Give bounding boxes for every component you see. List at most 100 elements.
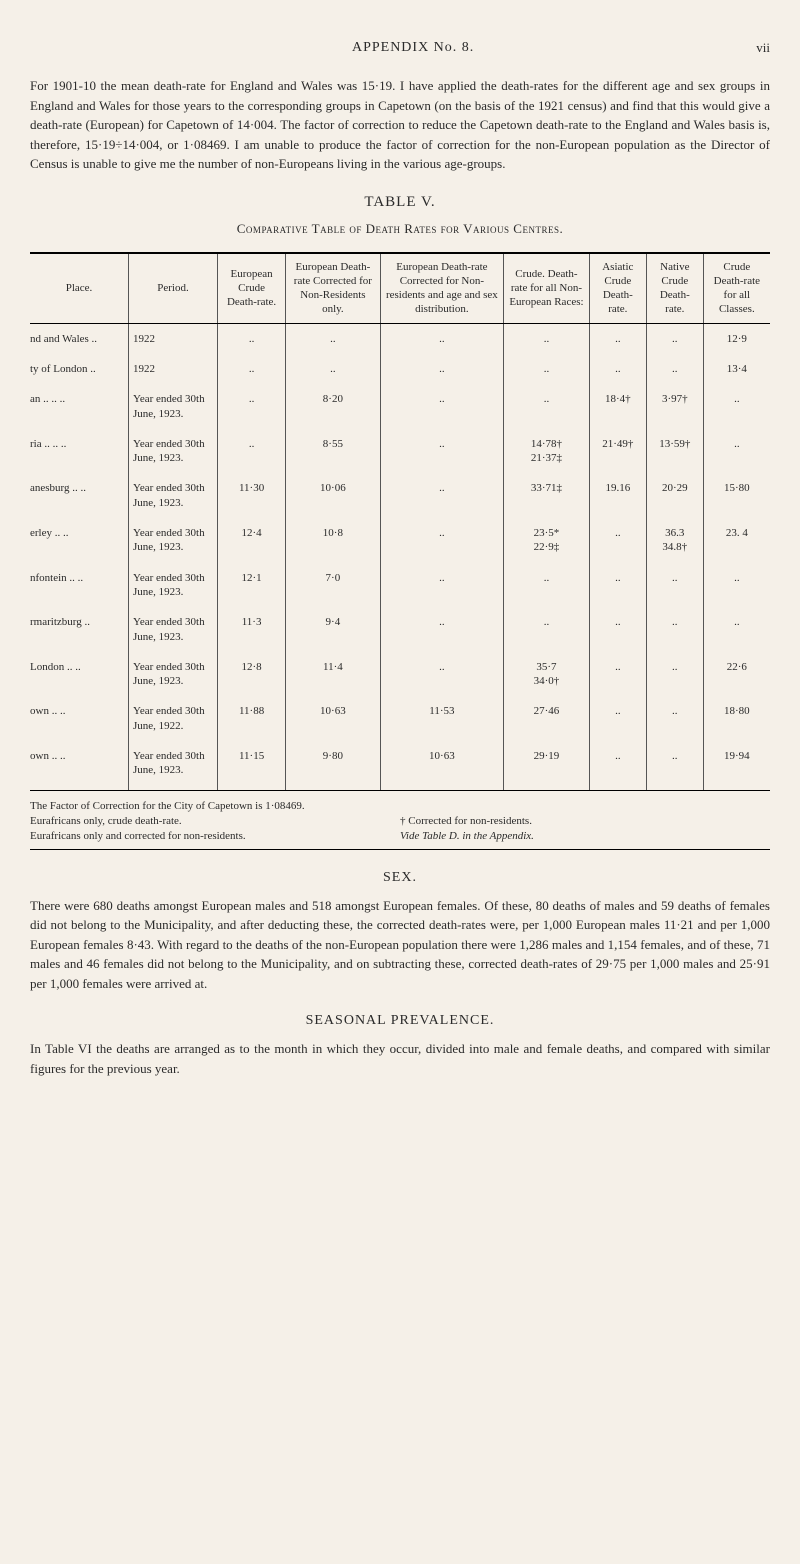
cell-c6: 29·19 <box>504 741 590 790</box>
cell-c4: 8·55 <box>286 429 380 474</box>
cell-c9: 19·94 <box>703 741 770 790</box>
cell-c3: .. <box>218 354 286 384</box>
cell-c7: .. <box>589 696 646 741</box>
cell-c9: 13·4 <box>703 354 770 384</box>
table-row: erley .. ..Year ended 30th June, 1923.12… <box>30 518 770 563</box>
cell-c4: 7·0 <box>286 563 380 608</box>
cell-place: erley .. .. <box>30 518 129 563</box>
cell-c6: .. <box>504 323 590 354</box>
table-row: rmaritzburg ..Year ended 30th June, 1923… <box>30 607 770 652</box>
cell-period: Year ended 30th June, 1923. <box>129 518 218 563</box>
cell-c5: .. <box>380 518 504 563</box>
cell-c9: 18·80 <box>703 696 770 741</box>
cell-c6: .. <box>504 354 590 384</box>
cell-c4: 9·80 <box>286 741 380 790</box>
cell-c9: .. <box>703 384 770 429</box>
cell-c8: .. <box>646 652 703 697</box>
sex-heading: SEX. <box>30 870 770 886</box>
cell-c4: 10·06 <box>286 473 380 518</box>
footnote-line2-left: Eurafricans only, crude death-rate. <box>30 814 400 829</box>
cell-c8: .. <box>646 607 703 652</box>
cell-c6: 23·5*22·9‡ <box>504 518 590 563</box>
cell-c6: 27·46 <box>504 696 590 741</box>
cell-period: Year ended 30th June, 1923. <box>129 384 218 429</box>
cell-c4: 10·63 <box>286 696 380 741</box>
cell-period: Year ended 30th June, 1923. <box>129 473 218 518</box>
cell-period: Year ended 30th June, 1923. <box>129 652 218 697</box>
appendix-title: APPENDIX No. 8. <box>70 40 756 56</box>
cell-c6: .. <box>504 563 590 608</box>
col-noneuro-crude: Crude. Death-rate for all Non-European R… <box>504 253 590 324</box>
table-row: own .. ..Year ended 30th June, 1923.11·1… <box>30 741 770 790</box>
cell-c3: 12·4 <box>218 518 286 563</box>
cell-c6: 35·734·0† <box>504 652 590 697</box>
cell-c3: .. <box>218 384 286 429</box>
cell-c8: .. <box>646 563 703 608</box>
cell-c8: .. <box>646 741 703 790</box>
cell-c8: .. <box>646 354 703 384</box>
table-footnotes: The Factor of Correction for the City of… <box>30 799 770 850</box>
cell-c9: .. <box>703 607 770 652</box>
footnote-line3-left: Eurafricans only and corrected for non-r… <box>30 829 400 844</box>
cell-c3: 11·30 <box>218 473 286 518</box>
col-native: Native Crude Death-rate. <box>646 253 703 324</box>
table-row: own .. ..Year ended 30th June, 1922.11·8… <box>30 696 770 741</box>
cell-c5: .. <box>380 354 504 384</box>
cell-period: Year ended 30th June, 1923. <box>129 563 218 608</box>
cell-c7: .. <box>589 607 646 652</box>
cell-place: ty of London .. <box>30 354 129 384</box>
cell-c7: .. <box>589 354 646 384</box>
cell-c3: 11·3 <box>218 607 286 652</box>
cell-c3: 12·1 <box>218 563 286 608</box>
cell-place: nfontein .. .. <box>30 563 129 608</box>
cell-c7: .. <box>589 741 646 790</box>
cell-c9: .. <box>703 429 770 474</box>
footnote-line3-right: Vide Table D. in the Appendix. <box>400 829 770 844</box>
cell-c9: 23. 4 <box>703 518 770 563</box>
col-asiatic: Asiatic Crude Death-rate. <box>589 253 646 324</box>
footnote-line2-right: † Corrected for non-residents. <box>400 814 770 829</box>
table-number: TABLE V. <box>30 194 770 211</box>
cell-c6: .. <box>504 384 590 429</box>
col-place: Place. <box>30 253 129 324</box>
seasonal-heading: SEASONAL PREVALENCE. <box>30 1013 770 1029</box>
table-row: ty of London ..1922............13·4 <box>30 354 770 384</box>
cell-place: rmaritzburg .. <box>30 607 129 652</box>
cell-c3: 12·8 <box>218 652 286 697</box>
cell-c9: .. <box>703 563 770 608</box>
footnote-line1: The Factor of Correction for the City of… <box>30 799 770 814</box>
cell-c7: 21·49† <box>589 429 646 474</box>
cell-c5: 11·53 <box>380 696 504 741</box>
col-period: Period. <box>129 253 218 324</box>
cell-place: anesburg .. .. <box>30 473 129 518</box>
cell-c6: 14·78†21·37‡ <box>504 429 590 474</box>
cell-place: own .. .. <box>30 741 129 790</box>
table-row: ria .. .. ..Year ended 30th June, 1923..… <box>30 429 770 474</box>
cell-c3: 11·88 <box>218 696 286 741</box>
cell-place: ria .. .. .. <box>30 429 129 474</box>
cell-c7: .. <box>589 563 646 608</box>
cell-c8: 13·59† <box>646 429 703 474</box>
cell-c5: .. <box>380 429 504 474</box>
cell-c6: .. <box>504 607 590 652</box>
cell-period: 1922 <box>129 323 218 354</box>
cell-c7: 18·4† <box>589 384 646 429</box>
cell-c3: 11·15 <box>218 741 286 790</box>
cell-place: own .. .. <box>30 696 129 741</box>
cell-c8: 36.334.8† <box>646 518 703 563</box>
intro-paragraph: For 1901-10 the mean death-rate for Engl… <box>30 76 770 174</box>
cell-c3: .. <box>218 429 286 474</box>
cell-c3: .. <box>218 323 286 354</box>
cell-period: 1922 <box>129 354 218 384</box>
cell-c8: .. <box>646 323 703 354</box>
cell-c5: .. <box>380 563 504 608</box>
cell-place: an .. .. .. <box>30 384 129 429</box>
header: APPENDIX No. 8. vii <box>30 40 770 56</box>
cell-c4: 11·4 <box>286 652 380 697</box>
sex-paragraph: There were 680 deaths amongst European m… <box>30 896 770 994</box>
cell-c5: .. <box>380 384 504 429</box>
cell-period: Year ended 30th June, 1922. <box>129 696 218 741</box>
col-euro-corrected-nonres: European Death-rate Corrected for Non-Re… <box>286 253 380 324</box>
cell-period: Year ended 30th June, 1923. <box>129 429 218 474</box>
cell-c9: 22·6 <box>703 652 770 697</box>
